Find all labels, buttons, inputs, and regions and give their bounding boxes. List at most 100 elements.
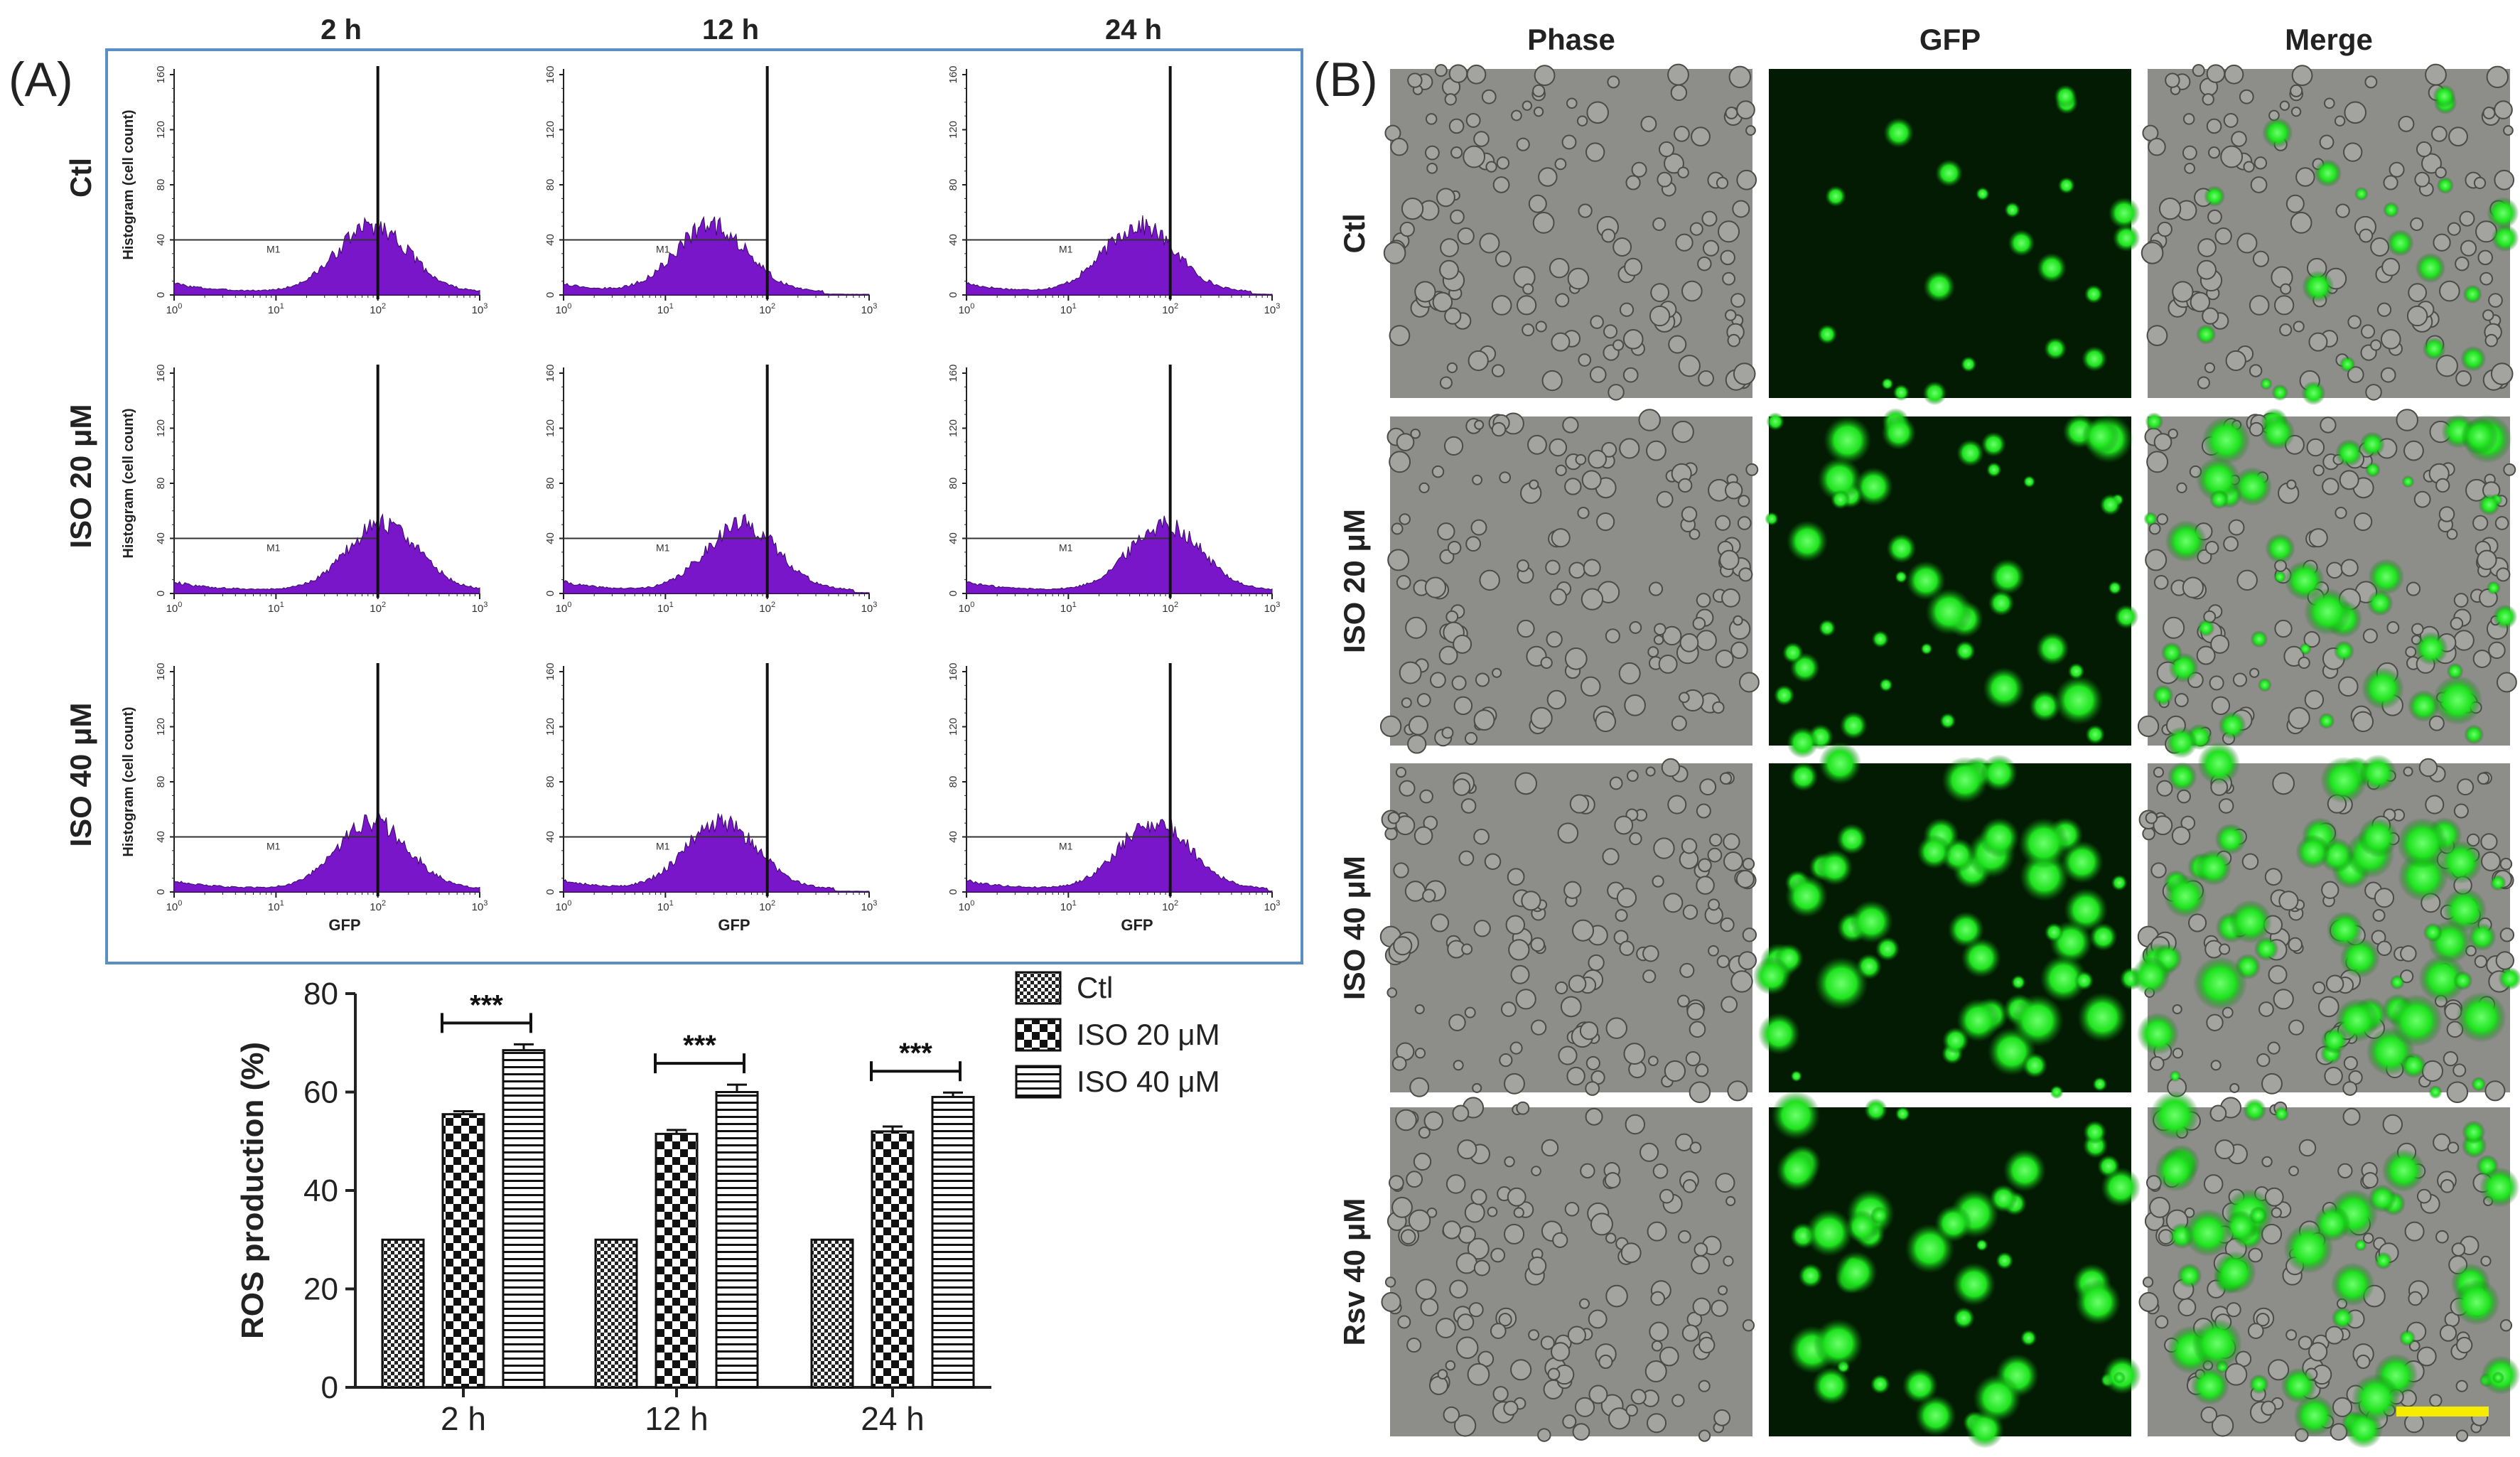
- gfp-signal: [2479, 1167, 2520, 1208]
- cell: [1381, 1291, 1401, 1312]
- gfp-signal: [2213, 1251, 2256, 1294]
- gfp-signal: [1782, 642, 1804, 664]
- cell: [2380, 328, 2401, 350]
- cell: [2334, 115, 2346, 127]
- cell: [2285, 1329, 2298, 1341]
- cell: [1698, 858, 1712, 873]
- cell: [2290, 84, 2303, 97]
- cell: [2290, 212, 2312, 234]
- gfp-signal: [1895, 570, 1908, 584]
- bar: [502, 1049, 546, 1389]
- hist-y-tick-label: 40: [544, 532, 556, 544]
- hist-x-tick-label: 101: [657, 302, 674, 316]
- gfp-signal: [1960, 356, 1977, 372]
- legend-swatch: [1015, 1018, 1062, 1052]
- hist-y-tick-label: 160: [947, 364, 959, 382]
- gfp-signal: [2020, 1329, 2037, 1347]
- gfp-signal: [1952, 1306, 1975, 1330]
- cell: [1535, 321, 1547, 333]
- gfp-signal: [2165, 726, 2198, 759]
- cell: [2451, 1242, 2466, 1257]
- gfp-signal: [2054, 85, 2077, 108]
- cell: [2362, 1172, 2379, 1188]
- cell: [2285, 194, 2305, 213]
- cell: [2325, 1326, 2344, 1345]
- panel-a-label: (A): [9, 53, 73, 107]
- hist-x-tick-label: 101: [268, 302, 284, 316]
- cell: [1473, 1259, 1490, 1276]
- cell: [1546, 630, 1563, 648]
- cell: [2272, 772, 2295, 795]
- gfp-signal: [2011, 994, 2064, 1048]
- cell: [1624, 694, 1646, 716]
- gfp-signal: [2067, 662, 2085, 680]
- cell: [1384, 1276, 1396, 1288]
- cell: [1473, 828, 1490, 845]
- hist-x-tick-label: 100: [166, 601, 183, 615]
- hist-x-tick-label: 102: [759, 899, 775, 913]
- cell: [1452, 1104, 1470, 1122]
- cell: [2274, 295, 2295, 316]
- cell: [1490, 1247, 1506, 1263]
- cell: [2347, 315, 2362, 329]
- cell: [1545, 559, 1561, 576]
- cell: [1661, 758, 1681, 778]
- cell: [2460, 240, 2477, 257]
- cell: [1485, 161, 1497, 173]
- cell: [1605, 628, 1620, 644]
- cell: [2204, 362, 2216, 374]
- gfp-signal: [1875, 936, 1900, 962]
- gfp-signal: [2320, 756, 2367, 804]
- cell: [2303, 630, 2320, 648]
- gfp-signal: [2281, 1367, 2317, 1404]
- gfp-signal: [1817, 324, 1838, 345]
- cell: [1513, 266, 1536, 289]
- cell: [1405, 616, 1428, 639]
- gfp-signal: [2260, 377, 2273, 390]
- microscopy-col-header: GFP: [1919, 23, 1981, 56]
- cell: [1608, 384, 1625, 401]
- cell: [1685, 1050, 1701, 1067]
- cell: [2413, 490, 2431, 508]
- hist-y-tick-label: 40: [947, 831, 959, 843]
- cell: [1441, 726, 1454, 739]
- cell: [1718, 220, 1740, 243]
- cell: [2473, 176, 2487, 190]
- cell: [1532, 212, 1555, 234]
- gfp-signal: [2085, 724, 2106, 745]
- cell: [1692, 1297, 1711, 1316]
- microscopy-grid: [1379, 63, 2520, 1448]
- cell: [1436, 188, 1455, 208]
- histogram-plot: 0 40 80 120 160 100 101 102 103 GFP M1: [544, 662, 877, 934]
- cell: [2340, 559, 2359, 577]
- cell: [2433, 1133, 2451, 1151]
- gfp-signal: [2154, 1149, 2197, 1192]
- cell: [1458, 1225, 1476, 1244]
- cell: [2383, 175, 2398, 190]
- cell: [1723, 851, 1743, 871]
- cell: [2411, 623, 2424, 636]
- gfp-signal: [1902, 1367, 1939, 1404]
- cell: [2362, 628, 2378, 644]
- sig-label: ***: [683, 1030, 716, 1061]
- hist-y-tick-label: 160: [155, 662, 167, 680]
- cell: [1653, 837, 1675, 859]
- cell: [1446, 362, 1458, 374]
- cell: [1697, 256, 1712, 271]
- hist-x-tick-label: 101: [1060, 302, 1077, 316]
- hist-y-tick-label: 160: [155, 364, 167, 382]
- cell: [1522, 323, 1535, 337]
- cell: [2279, 100, 2290, 111]
- hist-y-tick-label: 0: [544, 889, 556, 895]
- hist-y-tick-label: 0: [947, 292, 959, 298]
- hist-x-tick-label: 102: [1162, 302, 1178, 316]
- cell: [1733, 615, 1743, 626]
- cell: [1619, 438, 1640, 459]
- hist-y-tick-label: 40: [947, 234, 959, 246]
- cell: [2210, 1060, 2222, 1071]
- cell: [1730, 641, 1748, 660]
- cell: [1745, 463, 1759, 476]
- cell: [1735, 869, 1755, 888]
- cell: [2448, 127, 2468, 147]
